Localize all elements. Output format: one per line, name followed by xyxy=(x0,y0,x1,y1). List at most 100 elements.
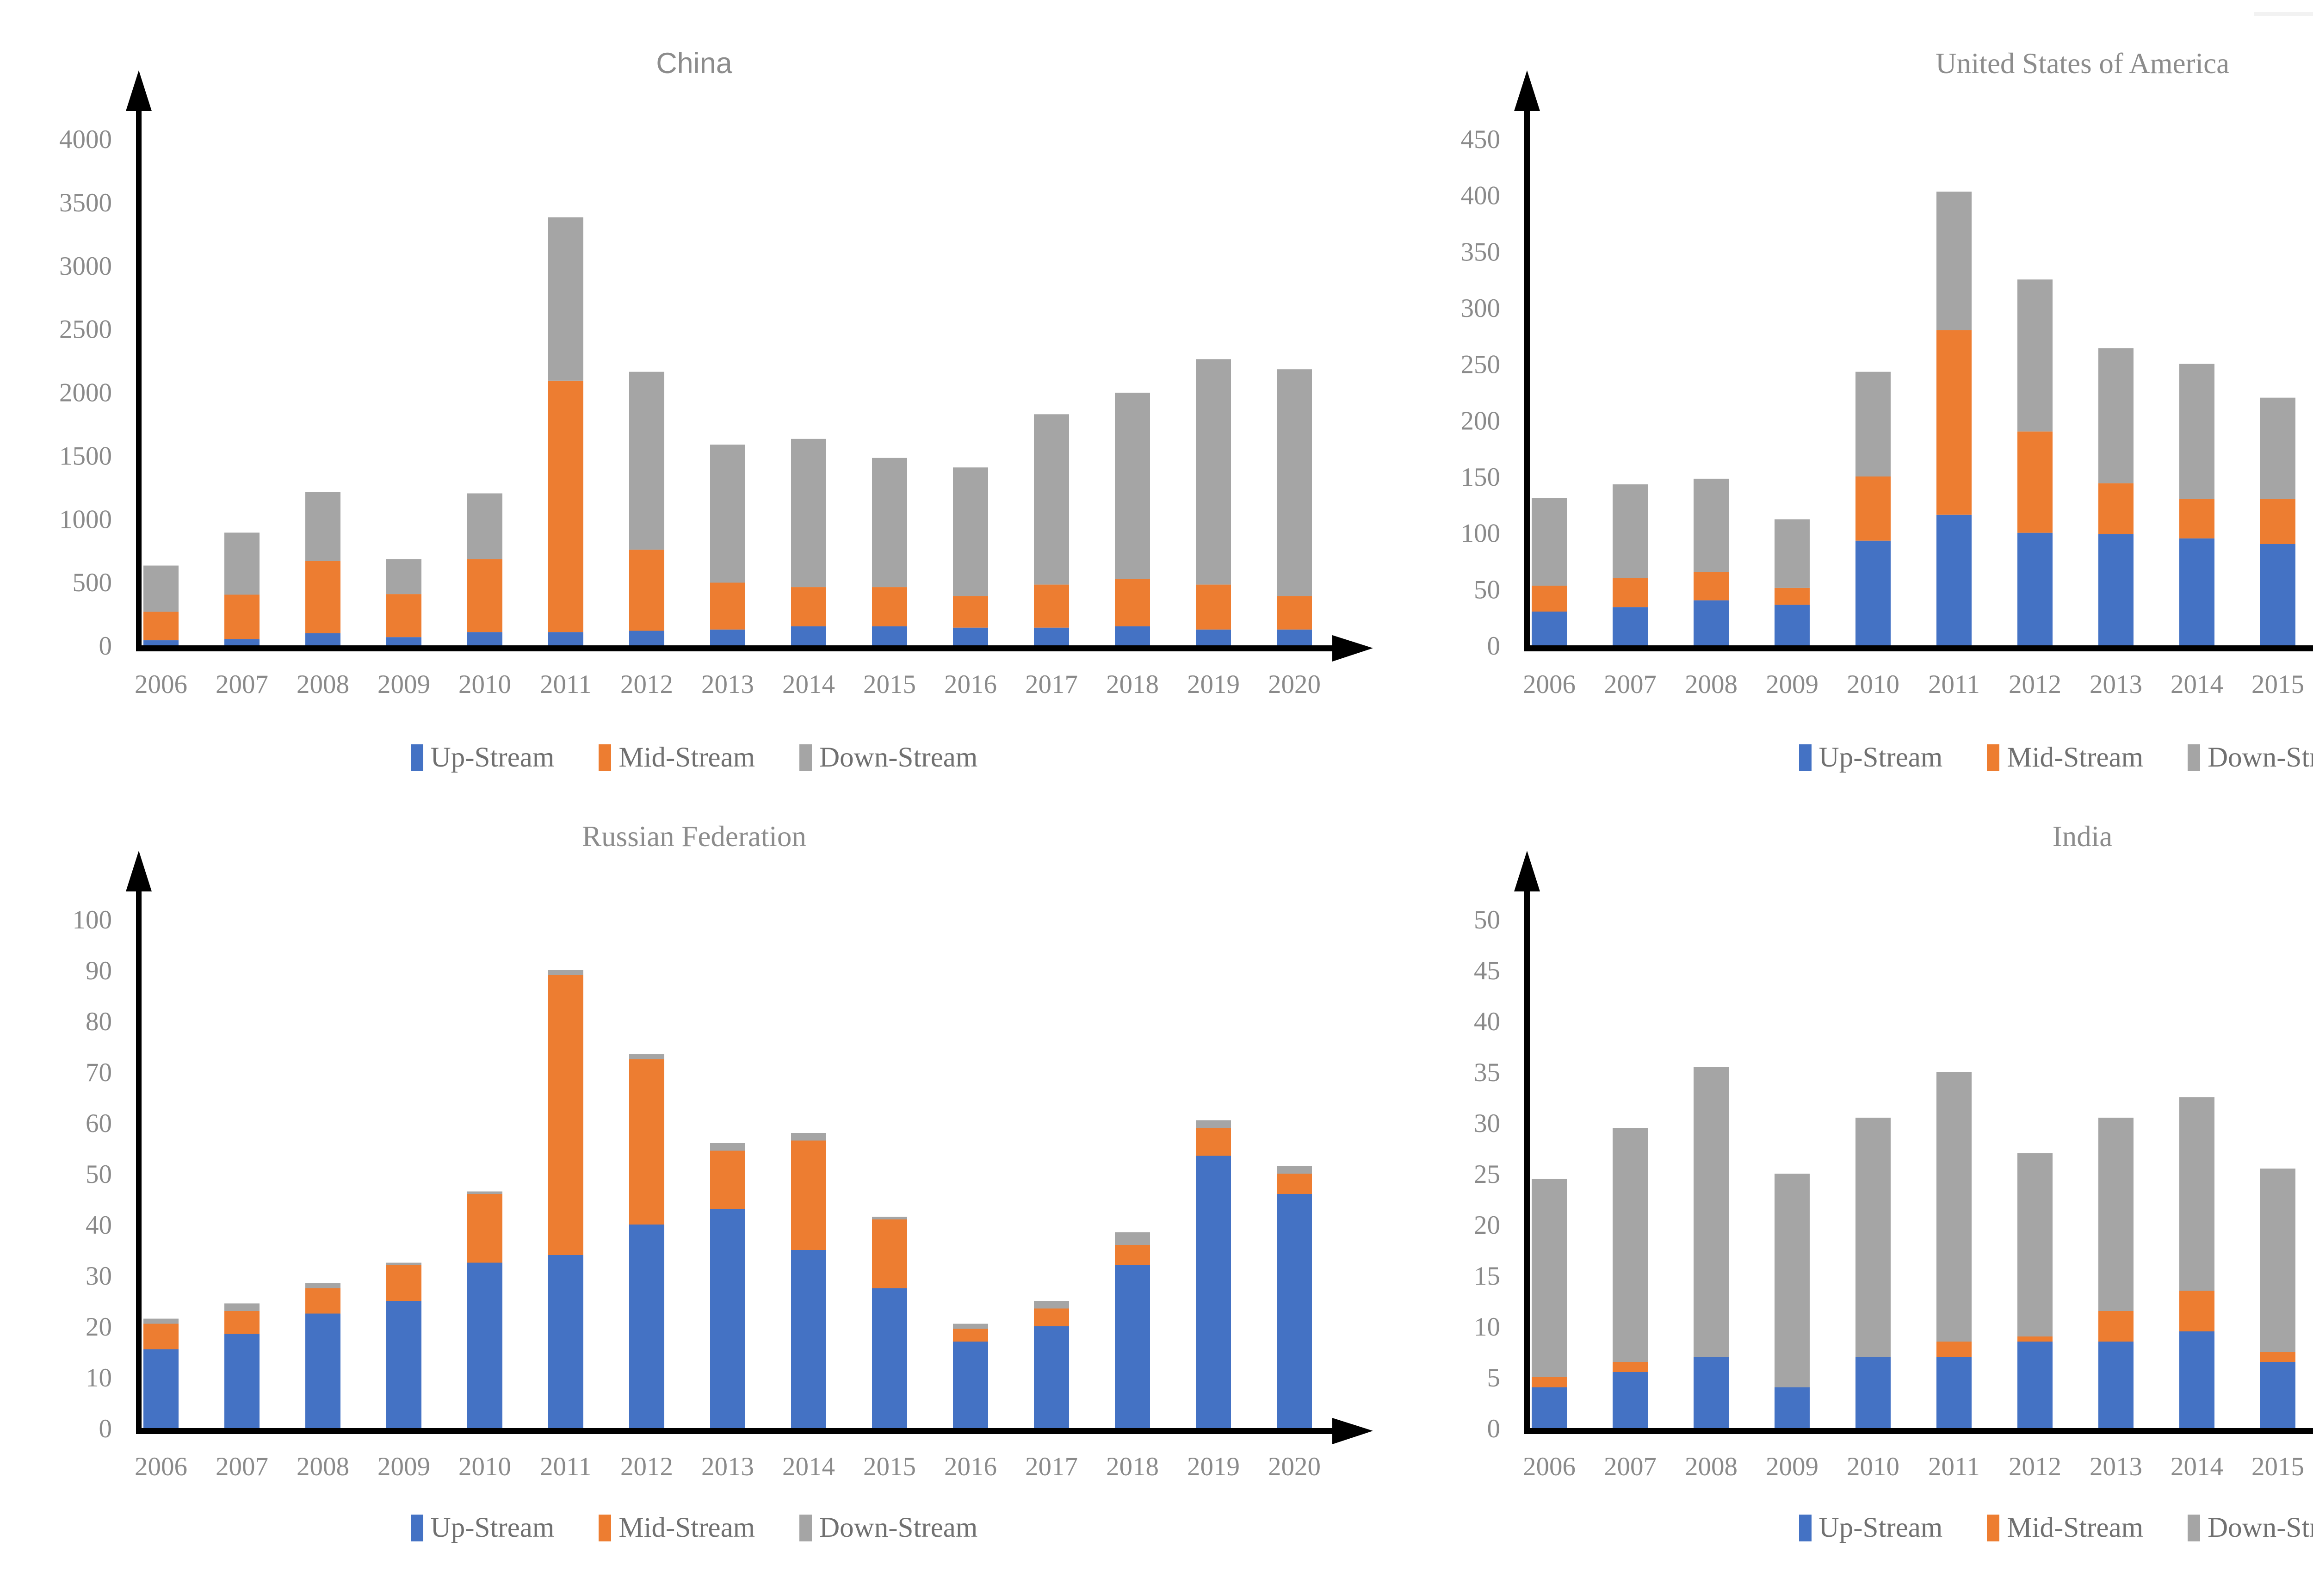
bar-segment-up-2012 xyxy=(2017,1342,2053,1428)
bar-segment-mid-2008 xyxy=(305,1288,340,1314)
x-axis-arrowhead xyxy=(1332,1418,1373,1444)
bar-segment-down-2015 xyxy=(872,458,907,588)
legend-label-midstream: Mid-Stream xyxy=(2007,742,2144,773)
bar-segment-up-2016 xyxy=(953,627,988,645)
chart-legend-india: Up-Stream Mid-Stream Down-Stream xyxy=(1388,1512,2313,1544)
y-tick-label-400: 400 xyxy=(1461,181,1501,210)
bar-segment-down-2009 xyxy=(386,559,421,594)
bar-segment-down-2006 xyxy=(1532,498,1567,586)
chart-title-russia: Russian Federation xyxy=(582,820,806,853)
bar-segment-down-2011 xyxy=(548,970,583,975)
y-tick-label-2000: 2000 xyxy=(59,378,112,408)
bar-segment-up-2006 xyxy=(143,1349,179,1428)
chart-legend-russia: Up-Stream Mid-Stream Down-Stream xyxy=(0,1512,1388,1544)
bar-segment-mid-2017 xyxy=(1034,1308,1069,1326)
x-tick-label-2010: 2010 xyxy=(1847,1452,1899,1481)
legend-swatch-downstream xyxy=(2188,744,2201,771)
bar-segment-mid-2019 xyxy=(1196,584,1231,630)
x-tick-label-2016: 2016 xyxy=(944,670,997,699)
bar-segment-down-2009 xyxy=(1775,519,1810,588)
bar-segment-up-2010 xyxy=(467,1262,502,1428)
legend-swatch-upstream xyxy=(1799,1515,1812,1541)
bar-segment-mid-2019 xyxy=(1196,1128,1231,1156)
bar-segment-up-2014 xyxy=(791,1250,826,1428)
bar-segment-down-2012 xyxy=(629,371,664,550)
bar-segment-down-2013 xyxy=(710,1143,745,1151)
y-tick-label-50: 50 xyxy=(1474,905,1500,934)
chart-title-china: China xyxy=(656,47,732,80)
bar-segment-up-2015 xyxy=(872,626,907,645)
bar-segment-down-2008 xyxy=(305,492,340,561)
y-tick-label-10: 10 xyxy=(1474,1312,1500,1342)
bar-segment-mid-2016 xyxy=(953,596,988,628)
x-tick-label-2012: 2012 xyxy=(2009,670,2061,699)
bar-segment-down-2017 xyxy=(1034,414,1069,585)
bar-segment-up-2018 xyxy=(1115,626,1150,645)
legend-swatch-midstream xyxy=(599,744,612,771)
x-tick-label-2019: 2019 xyxy=(1187,670,1240,699)
y-tick-label-80: 80 xyxy=(86,1007,112,1036)
y-tick-label-0: 0 xyxy=(1487,631,1501,661)
chart-plot-russia: 0 10 20 30 40 50 60 70 80 90 100 2006 2007 2008 2009 20… xyxy=(73,851,1373,1481)
y-tick-label-15: 15 xyxy=(1474,1262,1500,1291)
bar-segment-up-2014 xyxy=(2179,1331,2214,1428)
bar-segment-up-2020 xyxy=(1277,629,1312,645)
y-tick-label-300: 300 xyxy=(1461,294,1501,323)
x-tick-label-2007: 2007 xyxy=(216,670,268,699)
bar-segment-mid-2011 xyxy=(1936,1342,1972,1357)
bar-segment-mid-2020 xyxy=(1277,596,1312,630)
chart-title-usa: United States of America xyxy=(1935,47,2230,80)
bar-segment-down-2007 xyxy=(224,532,260,595)
bar-segment-down-2010 xyxy=(467,493,502,559)
bar-segment-down-2014 xyxy=(2179,364,2214,499)
bar-segment-up-2012 xyxy=(629,631,664,645)
y-tick-label-100: 100 xyxy=(1461,519,1501,548)
legend-label-downstream: Down-Stream xyxy=(2208,742,2313,773)
x-tick-label-2011: 2011 xyxy=(1928,1452,1980,1481)
y-tick-label-500: 500 xyxy=(73,568,112,597)
bar-segment-mid-2010 xyxy=(467,1194,502,1263)
bar-segment-up-2012 xyxy=(2017,532,2053,645)
y-axis-arrowhead xyxy=(126,70,152,111)
legend-item-downstream: Down-Stream xyxy=(2188,1512,2313,1544)
bar-segment-up-2011 xyxy=(548,632,583,645)
legend-swatch-upstream xyxy=(410,744,423,771)
x-axis-arrowhead xyxy=(1332,635,1373,662)
x-tick-label-2010: 2010 xyxy=(458,1452,511,1481)
bar-segment-down-2007 xyxy=(1613,484,1648,578)
bar-segment-down-2015 xyxy=(872,1217,907,1219)
bar-segment-mid-2008 xyxy=(305,561,340,633)
bar-segment-up-2014 xyxy=(791,626,826,645)
legend-item-downstream: Down-Stream xyxy=(2188,742,2313,774)
x-tick-label-2008: 2008 xyxy=(297,670,349,699)
bar-segment-down-2010 xyxy=(1855,371,1891,476)
bar-segment-mid-2017 xyxy=(1034,584,1069,628)
bar-segment-mid-2007 xyxy=(224,594,260,639)
bar-segment-down-2010 xyxy=(467,1191,502,1194)
y-tick-label-35: 35 xyxy=(1474,1058,1500,1087)
x-tick-label-2010: 2010 xyxy=(458,670,511,699)
bar-segment-up-2012 xyxy=(629,1225,664,1428)
legend-label-midstream: Mid-Stream xyxy=(618,742,755,773)
bar-segment-down-2007 xyxy=(224,1303,260,1311)
bar-segment-mid-2007 xyxy=(1613,578,1648,607)
x-tick-label-2015: 2015 xyxy=(2251,1452,2304,1481)
bar-segment-mid-2013 xyxy=(2098,1311,2134,1342)
bar-segment-up-2007 xyxy=(224,639,260,645)
bar-segment-down-2017 xyxy=(1034,1301,1069,1309)
y-tick-label-45: 45 xyxy=(1474,956,1500,985)
x-tick-label-2011: 2011 xyxy=(1928,670,1980,699)
x-tick-label-2014: 2014 xyxy=(782,670,835,699)
bar-segment-mid-2016 xyxy=(953,1329,988,1342)
y-tick-label-3500: 3500 xyxy=(59,188,112,217)
chart-panel-india: India 0 5 10 15 20 25 30 35 40 45 50 2006 2007 2008 20… xyxy=(1388,798,2313,1596)
x-tick-label-2014: 2014 xyxy=(2171,670,2223,699)
legend-item-midstream: Mid-Stream xyxy=(599,1512,755,1544)
y-tick-label-0: 0 xyxy=(1487,1414,1501,1443)
bar-segment-up-2006 xyxy=(1532,1387,1567,1428)
x-tick-label-2020: 2020 xyxy=(1268,670,1321,699)
bar-segment-up-2013 xyxy=(2098,534,2134,645)
chart-plot-china: 0 500 1000 1500 2000 2500 3000 3500 4000 2006 2007… xyxy=(59,70,1373,699)
bar-segment-down-2011 xyxy=(1936,1072,1972,1342)
y-tick-label-40: 40 xyxy=(1474,1007,1500,1036)
